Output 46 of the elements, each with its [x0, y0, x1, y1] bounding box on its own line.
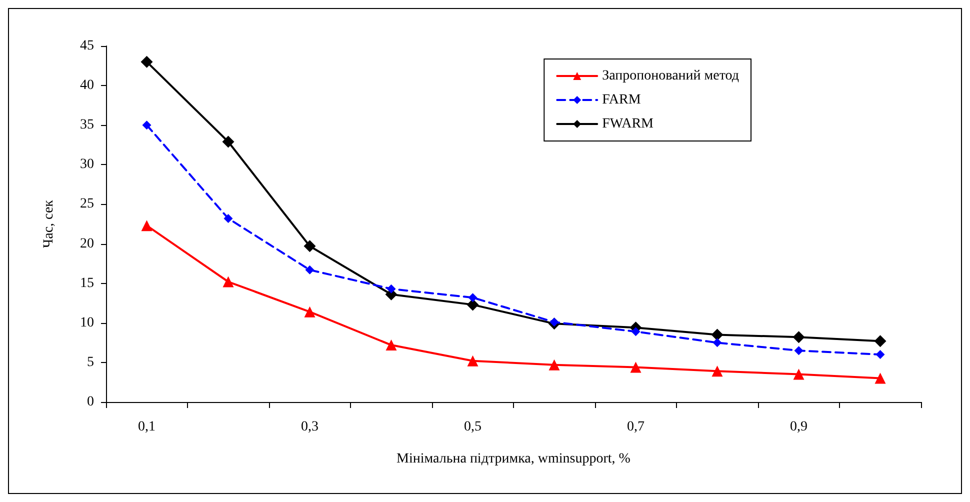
legend-label: FARM: [602, 92, 642, 108]
point: [874, 335, 886, 348]
y-tick-label: 15: [80, 276, 94, 291]
point: [792, 331, 805, 344]
x-axis-title: Мінімальна підтримка, wminsupport, %: [396, 452, 631, 466]
y-tick-label: 10: [80, 315, 94, 330]
point: [467, 355, 478, 366]
point: [876, 350, 885, 360]
legend-label: Запропонований метод: [602, 68, 740, 84]
point: [140, 56, 153, 68]
point: [141, 220, 152, 232]
point: [874, 372, 886, 384]
point: [386, 284, 396, 294]
point: [305, 265, 314, 274]
x-tick-label: 0,3: [301, 420, 318, 434]
x-tick-label: 0,9: [790, 420, 808, 434]
legend-label: FWARM: [602, 116, 654, 132]
point: [142, 120, 152, 130]
point: [630, 362, 642, 373]
point: [794, 346, 804, 356]
y-tick-label: 25: [80, 196, 94, 212]
point: [550, 318, 559, 327]
y-tick-label: 35: [80, 118, 94, 133]
point: [711, 328, 724, 341]
point: [631, 327, 640, 336]
y-tick-label: 20: [80, 236, 94, 252]
point: [222, 136, 234, 148]
y-tick-label: 5: [87, 354, 94, 370]
y-axis-title: Час, сек: [42, 200, 56, 248]
y-tick-label: 45: [80, 38, 94, 54]
x-tick-label: 0,5: [464, 420, 482, 434]
point: [793, 368, 804, 380]
y-tick-label: 40: [80, 78, 94, 94]
y-tick-label: 0: [87, 394, 94, 410]
point: [386, 340, 397, 351]
point: [304, 306, 316, 318]
point: [712, 338, 722, 348]
point: [548, 359, 560, 370]
x-tick-label: 0,7: [627, 420, 644, 434]
y-tick-label: 30: [80, 157, 94, 172]
x-tick-label: 0,1: [138, 420, 156, 434]
point: [222, 276, 234, 288]
point: [224, 214, 233, 223]
point: [712, 366, 723, 377]
point: [304, 240, 316, 252]
point: [468, 293, 478, 302]
